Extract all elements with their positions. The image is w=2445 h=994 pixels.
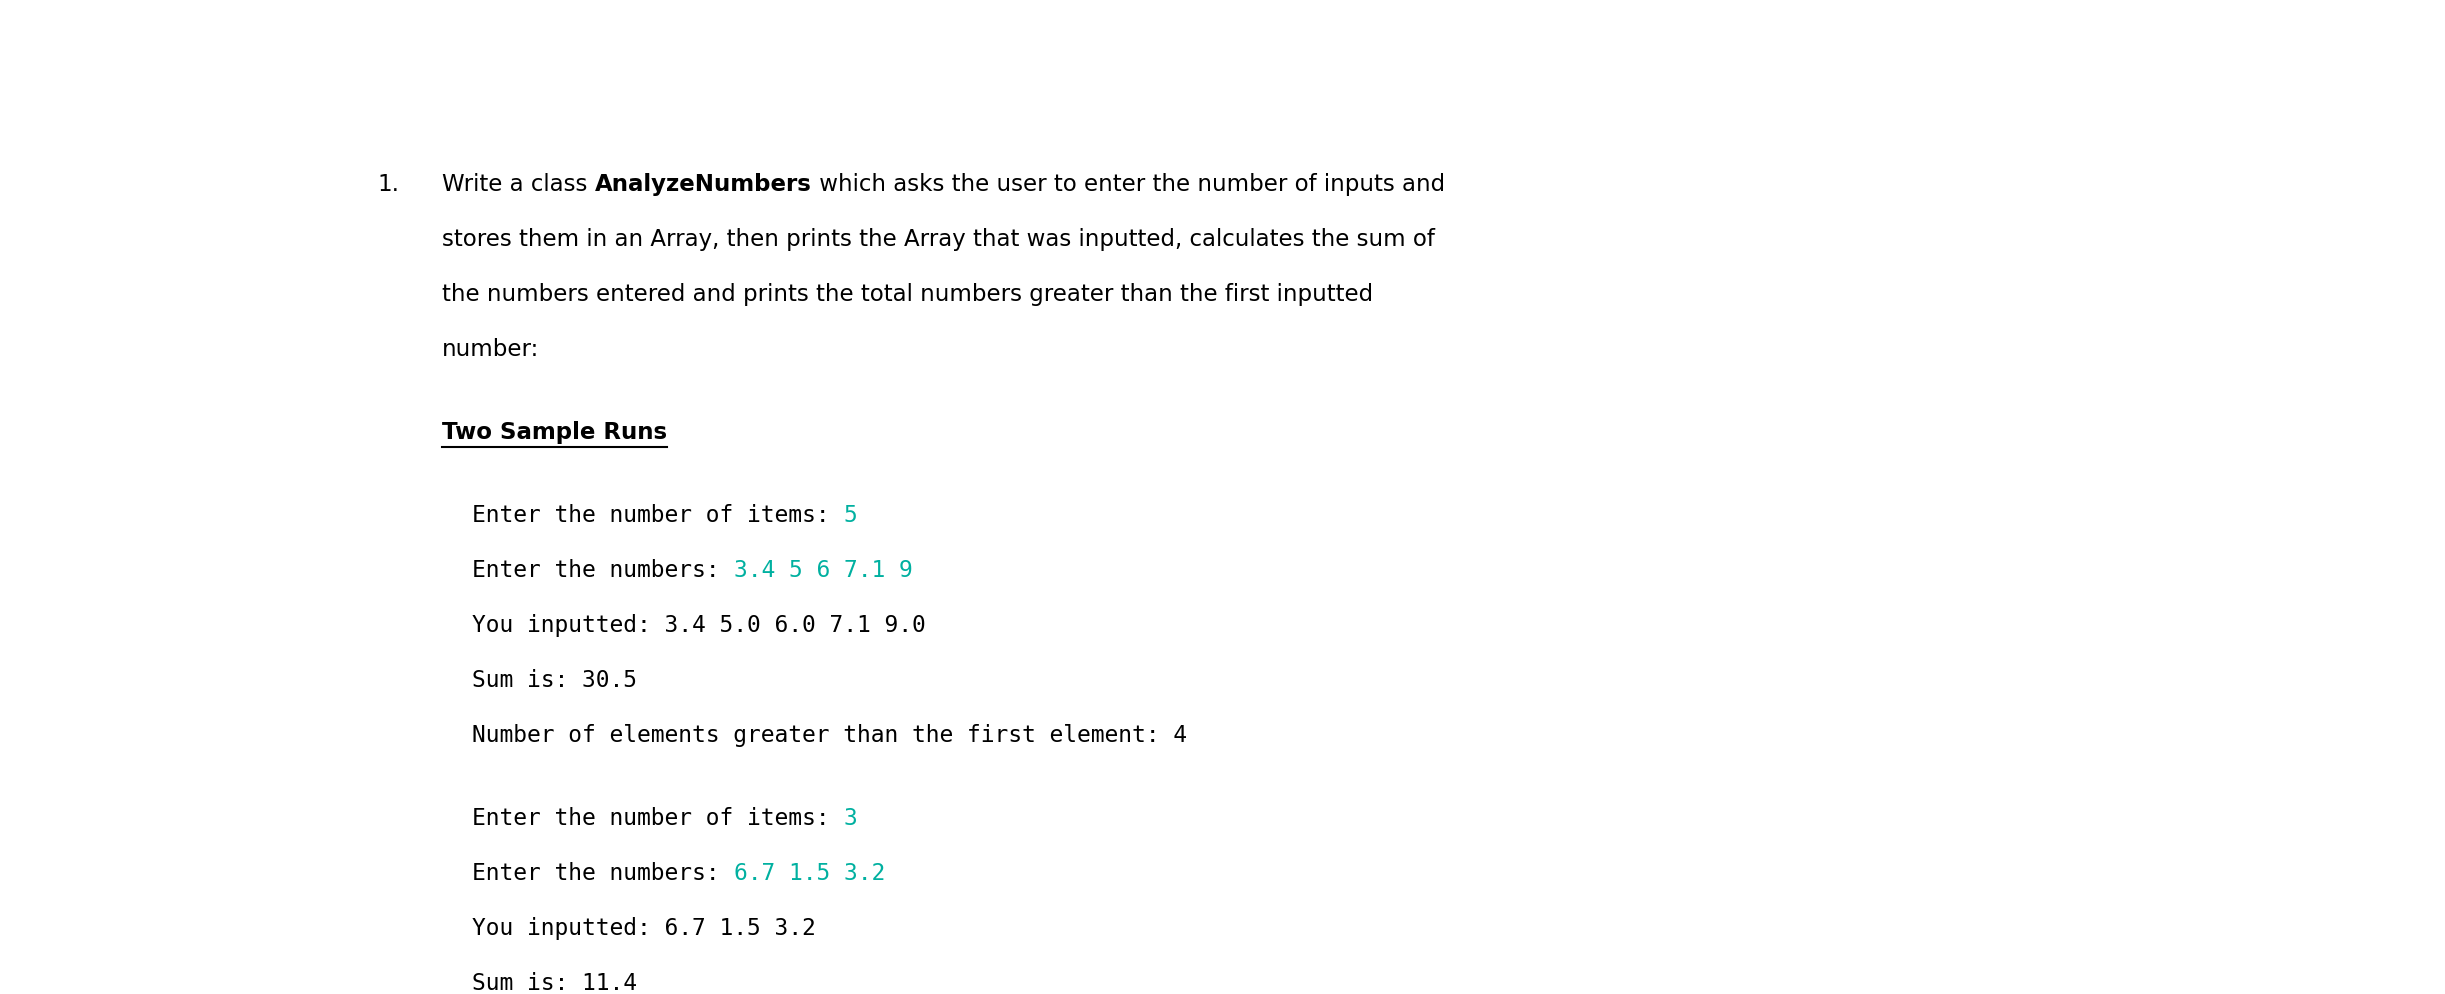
Text: You inputted: 6.7 1.5 3.2: You inputted: 6.7 1.5 3.2 — [472, 916, 817, 939]
Text: Enter the number of items:: Enter the number of items: — [472, 504, 844, 527]
Text: You inputted: 3.4 5.0 6.0 7.1 9.0: You inputted: 3.4 5.0 6.0 7.1 9.0 — [472, 613, 927, 637]
Text: 3.4 5 6 7.1 9: 3.4 5 6 7.1 9 — [734, 559, 912, 581]
Text: 6.7 1.5 3.2: 6.7 1.5 3.2 — [734, 862, 885, 885]
Text: 5: 5 — [844, 504, 858, 527]
Text: 3: 3 — [844, 806, 858, 830]
Text: Two Sample Runs: Two Sample Runs — [443, 420, 667, 444]
Text: AnalyzeNumbers: AnalyzeNumbers — [594, 173, 812, 196]
Text: Enter the numbers:: Enter the numbers: — [472, 862, 734, 885]
Text: 1.: 1. — [377, 173, 399, 196]
Text: Enter the number of items:: Enter the number of items: — [472, 806, 844, 830]
Text: which asks the user to enter the number of inputs and: which asks the user to enter the number … — [812, 173, 1445, 196]
Text: Sum is: 30.5: Sum is: 30.5 — [472, 669, 638, 692]
Text: Number of elements greater than the first element: 4: Number of elements greater than the firs… — [472, 724, 1188, 746]
Text: stores them in an Array, then prints the Array that was inputted, calculates the: stores them in an Array, then prints the… — [443, 228, 1435, 250]
Text: Enter the numbers:: Enter the numbers: — [472, 559, 734, 581]
Text: the numbers entered and prints the total numbers greater than the first inputted: the numbers entered and prints the total… — [443, 283, 1374, 306]
Text: number:: number: — [443, 338, 540, 361]
Text: Write a class: Write a class — [443, 173, 594, 196]
Text: Sum is: 11.4: Sum is: 11.4 — [472, 972, 638, 994]
